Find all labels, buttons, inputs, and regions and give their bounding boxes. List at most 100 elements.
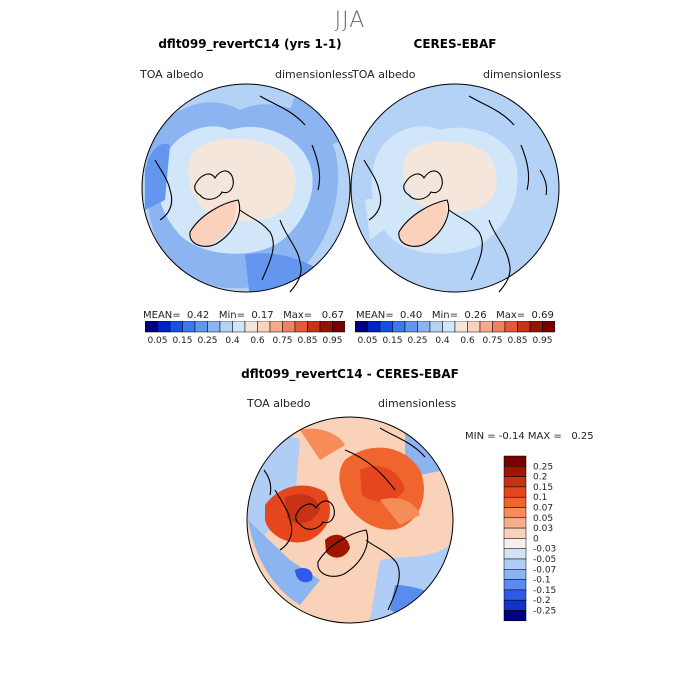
panel3-colorbar-swatch — [503, 455, 527, 467]
panel3-colorbar-swatch — [503, 507, 527, 519]
panel3-colorbar-swatch — [503, 589, 527, 601]
panel2-colorbar-swatch — [542, 321, 555, 333]
panel2-coastlines — [363, 95, 548, 293]
panel1-variable-label: TOA albedo — [140, 68, 204, 81]
panel1-colorbar-swatch — [282, 321, 296, 333]
panel3-colorbar-swatch — [503, 548, 527, 560]
panel1-colorbar: 0.05 0.15 0.25 0.4 0.6 0.75 0.85 0.95 — [145, 321, 345, 346]
panel2-colorbar-swatch — [379, 321, 393, 333]
panel3-colorbar-swatch — [503, 466, 527, 477]
panel1-units-label: dimensionless — [275, 68, 354, 81]
panel1-colorbar-tick-label: 0.85 — [297, 336, 317, 346]
panel3-title: dflt099_revertC14 - CERES-EBAF — [241, 367, 459, 381]
panel2-colorbar-tick-label: 0.05 — [357, 336, 377, 346]
panel2-colorbar-tick-label: 0.25 — [407, 336, 427, 346]
panel2-variable-label: TOA albedo — [352, 68, 416, 81]
panel1-colorbar-tick-label: 0.6 — [250, 336, 265, 346]
panel3-colorbar-tick-label: -0.15 — [533, 586, 556, 596]
panel3-colorbar-swatch — [503, 486, 527, 498]
panel3-colorbar-tick-label: 0.2 — [533, 473, 547, 483]
panel3-units-label: dimensionless — [378, 397, 457, 410]
panel2-colorbar-swatch — [504, 321, 518, 333]
panel2-colorbar-swatch — [429, 321, 443, 333]
panel2-colorbar-tick-label: 0.75 — [482, 336, 502, 346]
panel1-colorbar-swatch — [319, 321, 333, 333]
panel1-colorbar-swatch — [307, 321, 321, 333]
panel3-colorbar-swatch — [503, 599, 527, 611]
panel1-colorbar-tick-label: 0.05 — [147, 336, 167, 346]
panel2-colorbar-swatch — [367, 321, 381, 333]
panel1-colorbar-swatch — [219, 321, 233, 333]
panel2-colorbar: 0.05 0.15 0.25 0.4 0.6 0.75 0.85 0.95 — [355, 321, 555, 346]
panel3-colorbar: 0.250.20.150.10.070.050.030-0.03-0.05-0.… — [503, 455, 556, 622]
panel1-colorbar-swatch — [157, 321, 171, 333]
panel1-colorbar-swatch — [145, 321, 158, 333]
panel1-coastlines — [154, 95, 321, 293]
panel1-colorbar-swatch — [269, 321, 283, 333]
season-title: JJA — [334, 8, 366, 33]
panel2-colorbar-swatch — [404, 321, 418, 333]
panel2-colorbar-swatch — [492, 321, 506, 333]
panel2-colorbar-tick-label: 0.4 — [435, 336, 450, 346]
panel3-colorbar-swatch — [503, 538, 527, 549]
panel3-colorbar-tick-label: -0.2 — [533, 596, 551, 606]
panel1-colorbar-swatch — [232, 321, 246, 333]
panel3-map — [247, 417, 453, 623]
panel2-colorbar-swatch — [392, 321, 406, 333]
panel1-colorbar-swatch — [207, 321, 221, 333]
panel3-colorbar-swatch — [503, 496, 527, 508]
panel3-colorbar-tick-label: 0 — [533, 534, 539, 544]
panel3-colorbar-tick-label: -0.1 — [533, 576, 551, 586]
panel2-colorbar-swatch — [467, 321, 481, 333]
panel2-colorbar-swatch — [355, 321, 368, 333]
panel2-map — [351, 84, 559, 292]
panel1-colorbar-tick-label: 0.75 — [272, 336, 292, 346]
panel2-colorbar-tick-label: 0.15 — [382, 336, 402, 346]
panel3-colorbar-tick-label: 0.03 — [533, 524, 553, 534]
panel1-colorbar-swatch — [332, 321, 345, 333]
panel2-map-border — [350, 83, 560, 293]
panel1-colorbar-swatch — [169, 321, 183, 333]
panel2-colorbar-tick-label: 0.95 — [532, 336, 552, 346]
panel3-colorbar-swatch — [503, 527, 527, 539]
panel1-colorbar-swatch — [182, 321, 196, 333]
panel3-colorbar-tick-label: 0.15 — [533, 483, 553, 493]
panel1-colorbar-tick-label: 0.25 — [197, 336, 217, 346]
panel3-colorbar-tick-label: -0.05 — [533, 555, 556, 565]
panel2-title: CERES-EBAF — [413, 37, 497, 51]
panel2-colorbar-swatch — [417, 321, 431, 333]
panel3-stats: MIN = -0.14 MAX = 0.25 — [465, 431, 594, 442]
panel3-colorbar-swatch — [503, 569, 527, 580]
panel3-colorbar-tick-label: -0.25 — [533, 607, 556, 617]
panel3-colorbar-swatch — [503, 476, 527, 488]
panel1-colorbar-swatch — [294, 321, 308, 333]
panel1-colorbar-tick-label: 0.95 — [322, 336, 342, 346]
panel3-coastlines — [263, 427, 426, 611]
panel2-colorbar-tick-label: 0.85 — [507, 336, 527, 346]
panel3-colorbar-tick-label: 0.1 — [533, 493, 547, 503]
panel3-colorbar-tick-label: 0.05 — [533, 514, 553, 524]
panel2-colorbar-swatch — [442, 321, 456, 333]
panel3-colorbar-tick-label: -0.07 — [533, 565, 556, 575]
panel3-colorbar-swatch — [503, 579, 527, 591]
panel1-colorbar-swatch — [257, 321, 271, 333]
panel2-colorbar-swatch — [454, 321, 468, 333]
panel3-variable-label: TOA albedo — [247, 397, 311, 410]
panel2-units-label: dimensionless — [483, 68, 562, 81]
panel3-map-border — [246, 416, 454, 624]
panel2-colorbar-swatch — [479, 321, 493, 333]
panel3-colorbar-swatch — [503, 517, 527, 529]
panel3-colorbar-tick-label: 0.07 — [533, 504, 553, 514]
panel1-colorbar-swatch — [194, 321, 208, 333]
panel1-title: dflt099_revertC14 (yrs 1-1) — [158, 37, 342, 51]
panel2-colorbar-swatch — [517, 321, 531, 333]
panel1-colorbar-swatch — [244, 321, 258, 333]
panel2-colorbar-swatch — [529, 321, 543, 333]
panel3-colorbar-swatch — [503, 558, 527, 570]
panel1-map-border — [141, 83, 351, 293]
panel2-stats: MEAN= 0.40 Min= 0.26 Max= 0.69 — [356, 310, 554, 321]
panel3-colorbar-tick-label: -0.03 — [533, 545, 556, 555]
panel1-map — [142, 84, 350, 292]
panel3-colorbar-tick-label: 0.25 — [533, 462, 553, 472]
